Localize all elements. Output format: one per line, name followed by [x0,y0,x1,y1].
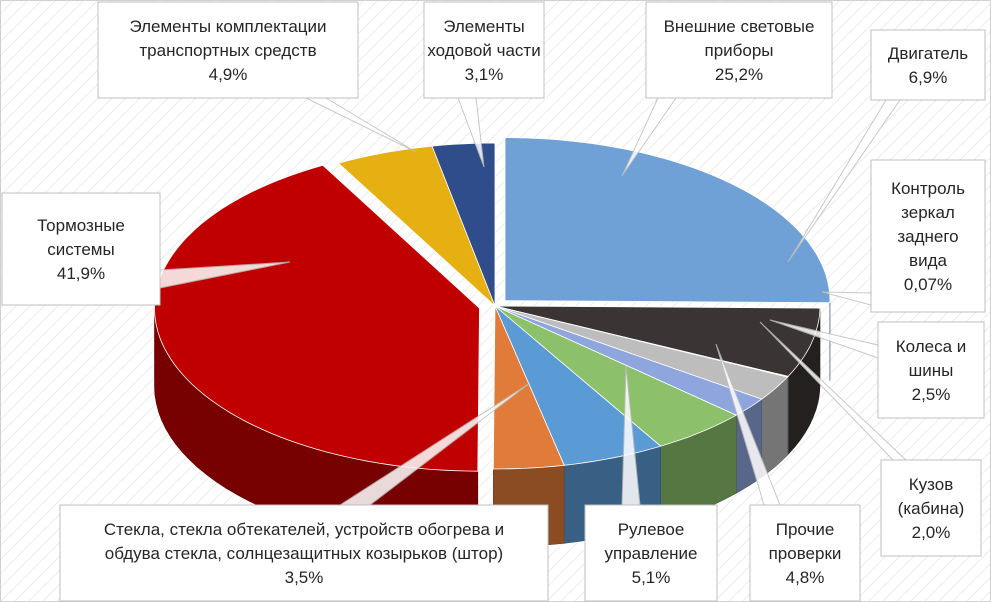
callout: Стекла, стекла обтекателей, устройств об… [59,382,549,602]
slice-category-label: Колеса и [896,337,967,356]
slice-value-label: 6,9% [909,68,948,87]
slice-value-label: 41,9% [57,264,105,283]
callout-box [870,29,986,101]
slice-category-label: управление [605,544,698,563]
slice-category-label: Элементы [443,17,525,36]
pie-slice [494,305,789,400]
callout: Кузов (кабина) 2,0% [759,321,982,557]
callout: Элементы комплектации транспортных средст… [97,1,417,153]
slice-category-label: обдува стекла, солнцезащитных козырьков … [105,544,503,563]
slice-category-label: заднего [897,227,958,246]
slice-category-label: Внешние световые [664,17,815,36]
callout: Внешние световые приборы 25,2% [621,1,833,177]
pie-slice [494,305,662,466]
callout-box [97,1,359,99]
pie-slice [431,142,496,307]
pie-slice [494,305,738,447]
callout-box [877,321,985,419]
callout: Элементы ходовой части 3,1% [423,1,545,168]
slice-category-label: ходовой части [427,41,540,60]
pie-slice [337,145,496,307]
slice-category-label: транспортных средств [139,41,316,60]
pie-slice [492,305,565,470]
slice-category-label: вида [909,251,947,270]
slice-category-label: Тормозные [37,216,125,235]
slice-value-label: 3,1% [465,65,504,84]
slice-category-label: зеркал [901,203,955,222]
slice-category-label: проверки [769,544,842,563]
callout: Прочие проверки 4,8% [715,343,861,602]
slice-category-label: Кузов [909,475,954,494]
pie-slice [494,305,821,377]
callout: Тормозные системы 41,9% [1,192,291,306]
slice-category-label: Двигатель [888,44,968,63]
slice-category-label: (кабина) [898,499,965,518]
callout: Колеса и шины 2,5% [769,319,985,419]
callout-box [870,159,986,313]
slice-category-label: шины [909,361,954,380]
pie-slice [504,137,831,304]
slice-value-label: 25,2% [715,65,763,84]
callout: Рулевое управление 5,1% [584,365,718,602]
slice-category-label: Контроль [891,179,965,198]
slice-category-label: Элементы комплектации [129,17,326,36]
slice-category-label: Стекла, стекла обтекателей, устройств об… [104,520,504,539]
slice-value-label: 4,9% [209,65,248,84]
slice-value-label: 5,1% [632,568,671,587]
slice-category-label: Прочие [776,520,835,539]
slice-category-label: системы [47,240,114,259]
callout-box [880,459,982,557]
callout: Двигатель 6,9% [787,29,986,263]
callout-box [59,504,549,602]
slice-value-label: 3,5% [285,568,324,587]
callout-box [584,504,718,602]
callout-box [749,504,861,602]
callout-box [1,192,161,306]
pie-tops [154,137,831,472]
slice-value-label: 4,8% [786,568,825,587]
slice-value-label: 2,0% [912,523,951,542]
slice-value-label: 2,5% [912,385,951,404]
slice-category-label: приборы [704,41,773,60]
pie-slice [154,164,480,472]
callout-box [645,1,833,99]
slice-value-label: 0,07% [904,275,952,294]
callout-box [423,1,545,99]
callout: Контроль зеркал заднего вида 0,07% [821,159,986,313]
slice-category-label: Рулевое [618,520,685,539]
